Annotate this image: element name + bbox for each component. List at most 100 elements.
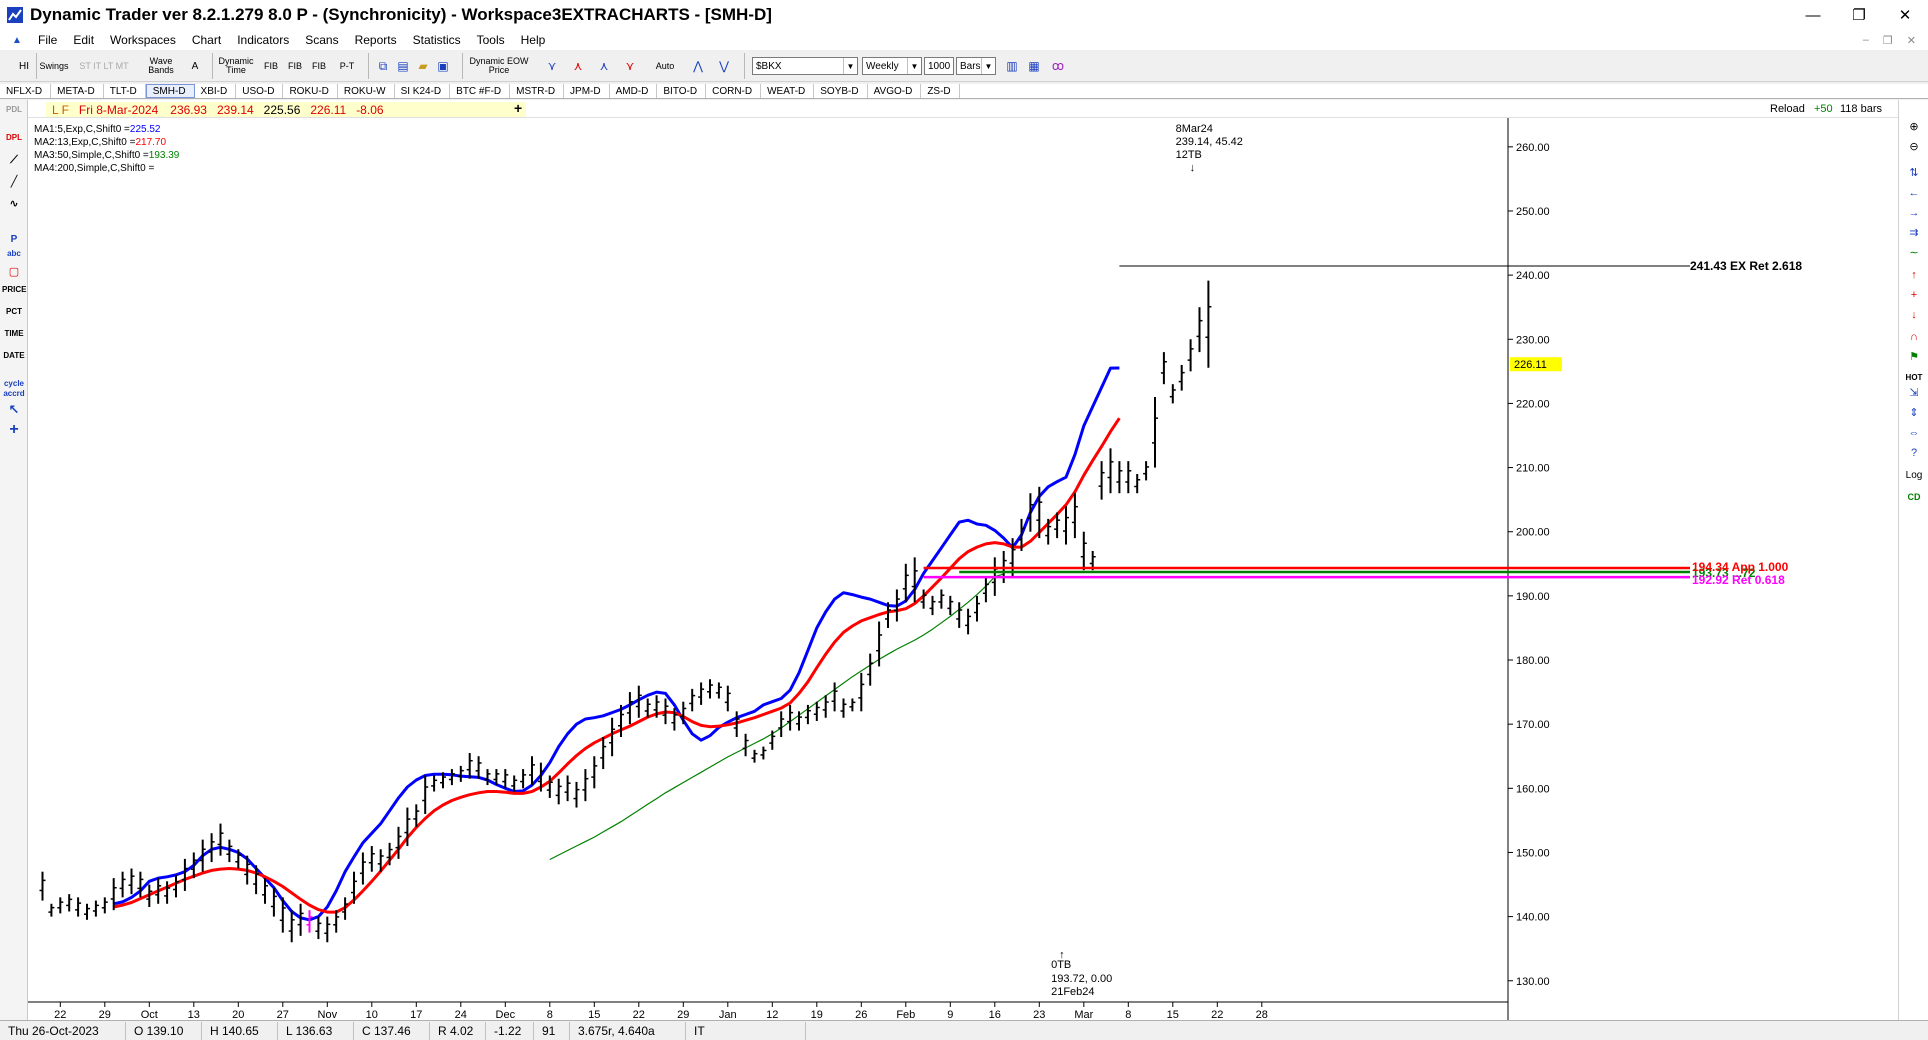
zoom-in-icon[interactable]: ⊕ <box>1909 121 1919 133</box>
page-icon[interactable]: ▤ <box>397 58 409 73</box>
pointer-icon[interactable]: ↖ <box>8 402 20 417</box>
bars-count-input[interactable]: 1000 <box>924 57 954 75</box>
scroll-right-icon[interactable]: → <box>1908 207 1920 219</box>
menu-statistics[interactable]: Statistics <box>412 33 461 47</box>
symbol-tab[interactable]: ROKU-W <box>338 84 395 98</box>
horizontal-arrows-icon[interactable]: ⇔ <box>1908 427 1920 439</box>
scroll-up-icon[interactable]: ↑ <box>1911 269 1917 281</box>
menu-reports[interactable]: Reports <box>354 33 397 47</box>
tool-price[interactable]: PRICE <box>2 285 27 294</box>
add-icon[interactable]: + <box>514 100 523 116</box>
hi-button[interactable]: HI <box>19 60 29 72</box>
line-tool-icon[interactable]: ╱ <box>10 176 18 188</box>
tool-pct[interactable]: PCT <box>6 307 22 316</box>
symbol-tab[interactable]: JPM-D <box>564 84 610 98</box>
symbol-tab[interactable]: BTC #F-D <box>450 84 511 98</box>
symbol-tab[interactable]: NFLX-D <box>0 84 52 98</box>
hot-button[interactable]: HOT <box>1905 373 1923 382</box>
save-icon[interactable]: ▣ <box>437 58 449 73</box>
menu-tools[interactable]: Tools <box>476 33 505 47</box>
zoom-out-icon[interactable]: ⊖ <box>1909 141 1919 153</box>
expand-vertical-icon[interactable]: ⇅ <box>1909 167 1919 179</box>
dynamic-eow-price-button[interactable]: Dynamic EOW Price <box>469 56 529 75</box>
tool-dpl[interactable]: DPL <box>6 133 22 142</box>
help-icon[interactable]: ? <box>1910 447 1918 459</box>
cd-button[interactable]: CD <box>1907 492 1921 502</box>
symbol-tab[interactable]: SI K24-D <box>395 84 451 98</box>
tool-pdl[interactable]: PDL <box>6 105 22 114</box>
close-button[interactable]: ✕ <box>1898 7 1912 24</box>
wave-bands-button[interactable]: Wave Bands <box>148 56 174 75</box>
child-minimize-icon[interactable]: – <box>1862 33 1869 46</box>
scroll-left-icon[interactable]: ← <box>1908 187 1920 199</box>
wave-triangle-icon[interactable]: ⋀ <box>693 58 703 73</box>
wave-up-blue-icon[interactable]: ⋏ <box>599 58 609 73</box>
a-button[interactable]: A <box>191 60 199 72</box>
symbol-tab[interactable]: TLT-D <box>104 84 146 98</box>
wave-mixed-icon[interactable]: ⋎ <box>625 58 635 73</box>
symbol-select[interactable]: $BKX ▼ <box>752 57 858 75</box>
symbol-tab[interactable]: AVGO-D <box>868 84 922 98</box>
rectangle-tool-icon[interactable]: ▢ <box>8 266 20 278</box>
symbol-tab[interactable]: META-D <box>51 84 104 98</box>
document-menu-icon[interactable]: ▲ <box>12 34 22 46</box>
symbol-tab[interactable]: USO-D <box>236 84 284 98</box>
bars-select[interactable]: Bars ▼ <box>956 57 996 75</box>
symbol-tab[interactable]: XBI-D <box>195 84 237 98</box>
tool-date[interactable]: DATE <box>3 351 25 360</box>
scroll-down-icon[interactable]: ↓ <box>1911 309 1917 321</box>
menu-indicators[interactable]: Indicators <box>237 33 290 47</box>
symbol-tab[interactable]: ZS-D <box>921 84 960 98</box>
crosshair-icon[interactable]: + <box>9 421 19 438</box>
open-folder-icon[interactable]: ▰ <box>418 58 428 73</box>
fib-price-button[interactable]: FIB <box>287 60 302 71</box>
vertical-arrows-icon[interactable]: ⇕ <box>1909 407 1919 419</box>
compress-icon[interactable]: ⇉ <box>1909 227 1919 239</box>
reload-button[interactable]: Reload <box>1770 103 1805 115</box>
glasses-icon[interactable]: ꝏ <box>1051 58 1065 73</box>
trend-icon[interactable]: ∼ <box>1909 247 1919 259</box>
menu-edit[interactable]: Edit <box>73 33 95 47</box>
menu-file[interactable]: File <box>38 33 58 47</box>
minimize-button[interactable]: — <box>1805 6 1821 24</box>
menu-scans[interactable]: Scans <box>305 33 339 47</box>
symbol-tab[interactable]: WEAT-D <box>761 84 815 98</box>
copy-icon[interactable]: ⧉ <box>378 58 388 73</box>
wave-projection-icon[interactable]: ⋁ <box>719 58 729 73</box>
tool-abc[interactable]: abc <box>7 249 21 258</box>
child-close-icon[interactable]: ✕ <box>1906 34 1916 47</box>
wave-tool-icon[interactable]: ∿ <box>9 198 19 210</box>
symbol-tab[interactable]: SMH-D <box>145 84 195 98</box>
symbol-tab[interactable]: MSTR-D <box>510 84 565 98</box>
period-select[interactable]: Weekly ▼ <box>862 57 922 75</box>
multi-chart-icon[interactable]: ▦ <box>1028 58 1040 73</box>
p-t-button[interactable]: P-T <box>339 60 355 71</box>
restore-button[interactable]: ❐ <box>1852 7 1866 24</box>
wave-down-icon[interactable]: ⋎ <box>547 58 557 73</box>
fib-time-button[interactable]: FIB <box>263 60 278 71</box>
menu-chart[interactable]: Chart <box>191 33 222 47</box>
log-scale-button[interactable]: Log <box>1905 470 1923 481</box>
tool-p[interactable]: P <box>10 234 18 245</box>
tool-accrd[interactable]: accrd <box>3 389 25 398</box>
flag-icon[interactable]: ⚑ <box>1909 351 1919 363</box>
reload-increment[interactable]: +50 <box>1814 103 1833 115</box>
menu-help[interactable]: Help <box>520 33 546 47</box>
menu-workspaces[interactable]: Workspaces <box>110 33 176 47</box>
symbol-tab[interactable]: BITO-D <box>657 84 707 98</box>
fib-ext-button[interactable]: FIB <box>311 60 326 71</box>
wave-up-red-icon[interactable]: ⋏ <box>573 58 583 73</box>
tool-time[interactable]: TIME <box>4 329 24 338</box>
symbol-tab[interactable]: CORN-D <box>706 84 762 98</box>
chart-panel[interactable]: 130.00 140.00 150.00 160.00 170.00 180.00 190.… <box>28 100 1898 1020</box>
dynamic-time-button[interactable]: Dynamic Time <box>218 56 254 75</box>
ruler-icon[interactable]: ⟋ <box>10 154 18 166</box>
child-restore-icon[interactable]: ❐ <box>1882 34 1893 47</box>
add-level-icon[interactable]: + <box>1910 289 1918 301</box>
price-chart[interactable]: 130.00 140.00 150.00 160.00 170.00 180.00 190.… <box>28 100 1898 1020</box>
cursor-icon[interactable]: ⇲ <box>1909 387 1919 399</box>
symbol-tab[interactable]: ROKU-D <box>283 84 338 98</box>
symbol-tab[interactable]: SOYB-D <box>814 84 868 98</box>
swings-button[interactable]: Swings <box>39 60 69 71</box>
bar-chart-icon[interactable]: ▥ <box>1006 58 1018 73</box>
